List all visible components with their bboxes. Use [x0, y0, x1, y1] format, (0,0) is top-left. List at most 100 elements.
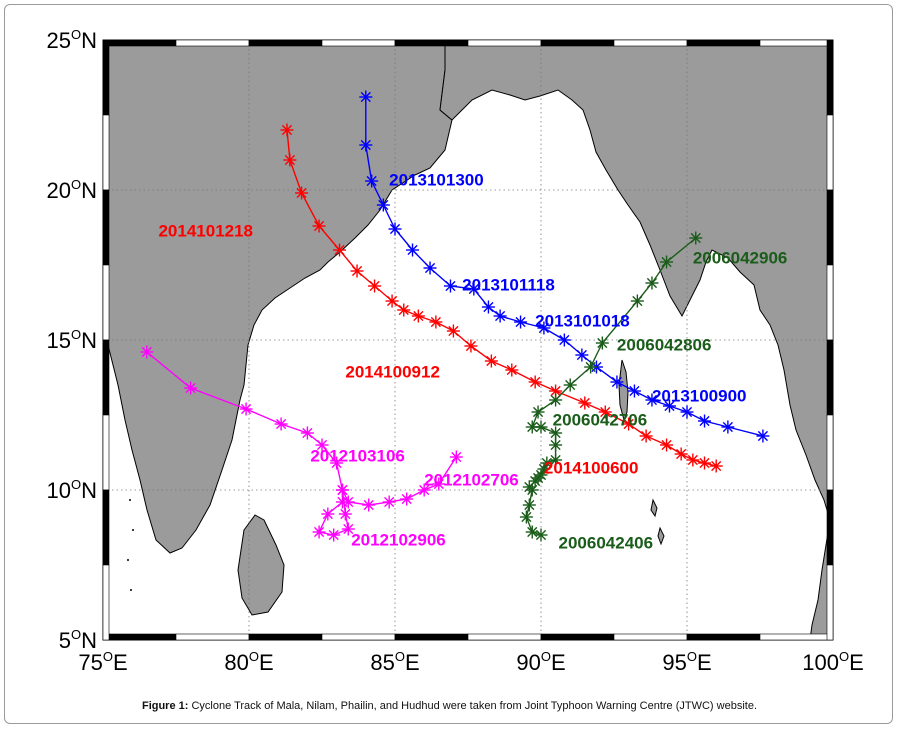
x-tick-label: 85OE	[370, 649, 419, 675]
track-point-phailin	[610, 375, 624, 389]
track-point-hudhud	[549, 384, 563, 398]
track-point-hudhud	[578, 396, 592, 410]
border-segment	[826, 414, 834, 491]
track-point-mala	[584, 360, 598, 374]
track-point-hudhud	[397, 303, 411, 317]
border-segment	[102, 264, 110, 341]
map-border	[102, 39, 834, 641]
border-segment	[102, 114, 110, 191]
track-point-phailin	[359, 138, 373, 152]
track-point-mala	[660, 255, 674, 269]
x-tick-label: 90OE	[516, 649, 565, 675]
track-point-hudhud	[280, 123, 294, 137]
track-point-mala	[549, 426, 563, 440]
border-segment	[102, 564, 110, 641]
track-point-hudhud	[283, 153, 297, 167]
track-point-phailin	[662, 399, 676, 413]
track-point-mala	[595, 336, 609, 350]
border-segment	[175, 633, 250, 641]
border-segment	[686, 39, 761, 47]
track-label-mala: 2006042706	[553, 410, 648, 429]
border-segment	[102, 39, 177, 47]
track-point-hudhud	[350, 264, 364, 278]
track-point-mala	[630, 294, 644, 308]
track-point-phailin	[645, 393, 659, 407]
border-segment	[102, 489, 110, 566]
border-segment	[394, 39, 469, 47]
track-point-phailin	[680, 405, 694, 419]
caption-text: Cyclone Track of Mala, Nilam, Phailin, a…	[191, 700, 758, 712]
land-sri-lanka	[237, 514, 285, 616]
border-segment	[102, 414, 110, 491]
track-point-mala	[645, 276, 659, 290]
track-point-phailin	[481, 300, 495, 314]
track-point-hudhud	[622, 417, 636, 431]
track-point-phailin	[388, 222, 402, 236]
track-point-phailin	[359, 90, 373, 104]
border-segment	[321, 633, 396, 641]
border-segment	[467, 633, 542, 641]
track-point-phailin	[514, 315, 528, 329]
border-segment	[826, 564, 834, 641]
track-point-nilam	[341, 522, 355, 536]
track-point-nilam	[140, 345, 154, 359]
track-point-hudhud	[639, 429, 653, 443]
track-point-hudhud	[464, 339, 478, 353]
track-labels: 2014100600 2014100912 2014101218 2013101300…	[158, 170, 787, 552]
x-tick-label: 80OE	[224, 649, 273, 675]
axis-tick-labels: 75OE 80OE 85OE 90OE 95OE 100OE 5ON 10ON 15ON 20ON…	[47, 27, 864, 675]
track-point-nilam	[400, 492, 414, 506]
track-point-phailin	[575, 348, 589, 362]
track-point-mala	[689, 231, 703, 245]
track-point-hudhud	[429, 315, 443, 329]
border-segment	[102, 39, 110, 116]
track-point-nilam	[327, 528, 341, 542]
cyclone-tracks	[140, 90, 770, 542]
land-andaman-islands	[618, 359, 629, 422]
track-point-nilam	[449, 450, 463, 464]
track-point-nilam	[335, 483, 349, 497]
track-point-mala	[549, 393, 563, 407]
border-segment	[826, 189, 834, 266]
track-point-nilam	[239, 402, 253, 416]
track-point-phailin	[423, 261, 437, 275]
track-point-mala	[563, 378, 577, 392]
track-label-phailin: 2013101018	[535, 311, 630, 330]
track-label-hudhud: 2014101218	[158, 221, 253, 240]
track-point-nilam	[184, 381, 198, 395]
track-label-mala: 2006042406	[559, 533, 654, 552]
track-point-hudhud	[709, 459, 723, 473]
border-segment	[826, 39, 834, 116]
y-tick-label: 20ON	[47, 177, 98, 203]
track-point-hudhud	[660, 438, 674, 452]
track-line-phailin	[365, 97, 764, 437]
land-nicobar-islands	[650, 498, 665, 546]
track-point-hudhud	[411, 309, 425, 323]
border-segment	[826, 114, 834, 191]
track-point-nilam	[335, 495, 349, 509]
track-point-mala	[525, 525, 539, 539]
track-point-phailin	[721, 420, 735, 434]
track-point-mala	[540, 456, 554, 470]
border-segment	[394, 633, 469, 641]
track-label-mala: 2006042906	[693, 248, 788, 267]
border-segment	[321, 39, 396, 47]
track-point-hudhud	[385, 294, 399, 308]
track-point-phailin	[698, 414, 712, 428]
track-point-mala	[525, 420, 539, 434]
track-point-phailin	[756, 429, 770, 443]
border-segment	[248, 39, 323, 47]
track-point-hudhud	[674, 447, 688, 461]
border-segment	[686, 633, 761, 641]
track-point-hudhud	[598, 405, 612, 419]
border-segment	[826, 339, 834, 416]
figure-caption: Figure 1: Cyclone Track of Mala, Nilam, …	[0, 700, 899, 712]
track-point-mala	[519, 510, 533, 524]
track-label-phailin: 2013100900	[652, 386, 747, 405]
track-label-phailin: 2013101300	[389, 170, 484, 189]
border-segment	[102, 633, 177, 641]
track-point-mala	[534, 528, 548, 542]
track-point-phailin	[627, 384, 641, 398]
caption-label: Figure 1:	[141, 700, 189, 712]
border-segment	[467, 39, 542, 47]
